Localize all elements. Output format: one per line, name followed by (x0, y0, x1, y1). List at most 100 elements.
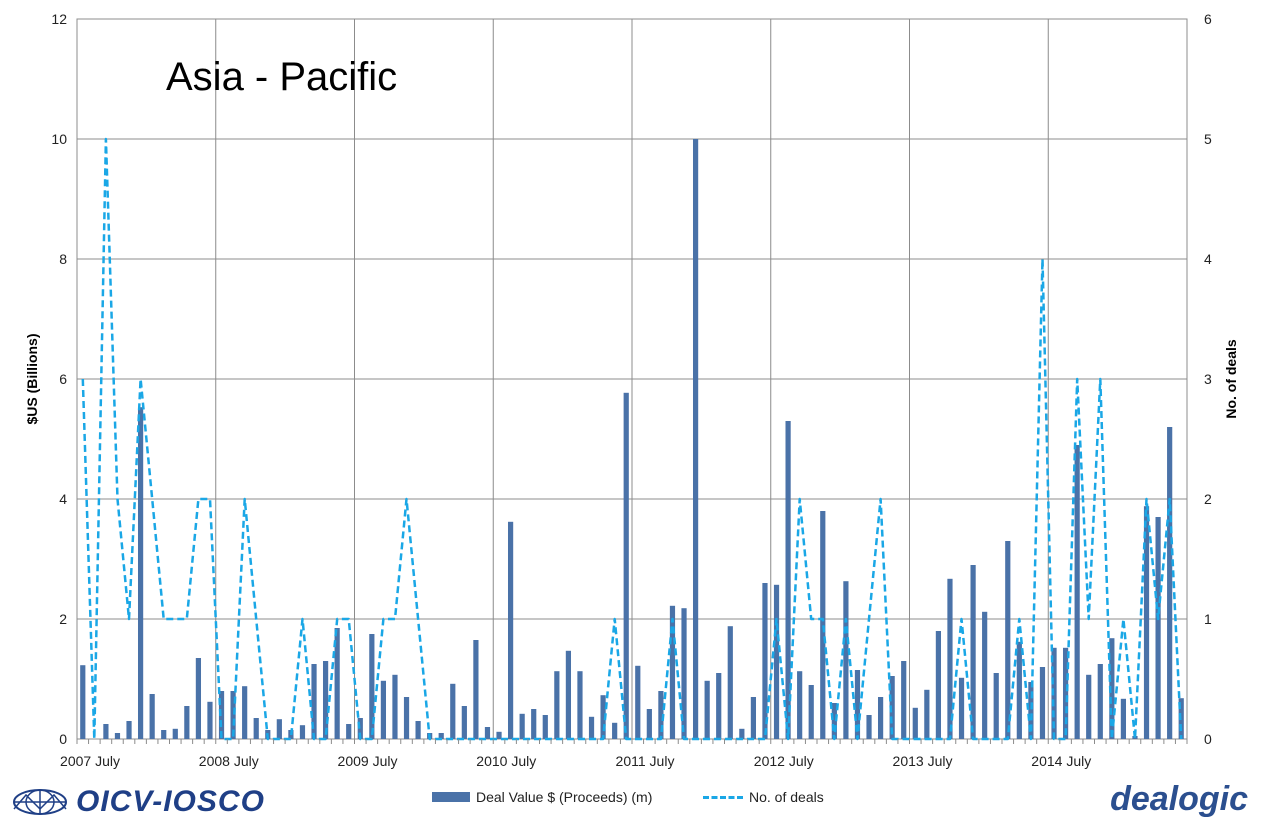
deal-value-bar (1005, 541, 1011, 739)
y-right-tick-label: 3 (1204, 371, 1212, 387)
deal-value-bar (126, 721, 132, 739)
deal-count-line (81, 137, 1183, 741)
deal-value-bar (877, 697, 884, 739)
y-right-tick-label: 6 (1204, 11, 1212, 27)
deal-value-bar (750, 697, 757, 739)
deal-value-bar (1120, 698, 1127, 739)
deal-value-bar (588, 716, 595, 739)
deal-value-bar (531, 709, 537, 739)
y-right-tick-label: 4 (1204, 251, 1212, 267)
deal-value-bar (785, 421, 791, 739)
deal-value-bar (692, 139, 699, 739)
deal-value-bar (797, 671, 803, 739)
deal-value-bar (1039, 667, 1046, 739)
deal-value-bar (1062, 647, 1069, 739)
deal-value-bar (554, 671, 560, 739)
deal-value-bar (716, 673, 722, 739)
deal-value-bar (843, 581, 849, 739)
legend-item-deal-value: Deal Value $ (Proceeds) (m) (432, 789, 652, 805)
x-tick-label: 2010 July (476, 753, 536, 769)
deal-value-bar (866, 715, 872, 739)
x-tick-label: 2008 July (199, 753, 259, 769)
deal-value-bar (380, 680, 387, 739)
deal-value-bar (658, 691, 664, 739)
deal-value-bar (727, 626, 733, 739)
x-tick-label: 2013 July (893, 753, 953, 769)
deal-value-bar (646, 709, 652, 739)
deal-value-bar (195, 658, 202, 739)
deal-value-bar (161, 730, 167, 739)
deal-value-bar (149, 694, 155, 739)
y-right-tick-label: 1 (1204, 611, 1212, 627)
deal-value-bar (1016, 641, 1022, 739)
x-tick-label: 2009 July (338, 753, 398, 769)
deal-value-bar (935, 631, 942, 739)
x-tick-label: 2007 July (60, 753, 120, 769)
deal-value-bar (912, 707, 918, 739)
deal-value-bar (450, 683, 456, 739)
oicv-iosco-logo: OICV-IOSCO (10, 782, 265, 822)
deal-value-bar (80, 665, 86, 739)
oicv-iosco-logo-text: OICV-IOSCO (76, 785, 265, 818)
deal-value-bar (311, 664, 317, 739)
deal-value-bar (103, 724, 109, 739)
deal-value-bar (1155, 517, 1161, 739)
deal-value-bar (1143, 506, 1150, 739)
deal-value-bar (172, 728, 178, 739)
deal-value-bar (831, 703, 837, 739)
y-left-tick-label: 2 (59, 611, 67, 627)
deal-value-bar (1074, 445, 1080, 739)
y-right-tick-label: 0 (1204, 731, 1212, 747)
deal-value-bar (901, 661, 907, 739)
deal-value-bar (507, 521, 514, 739)
chart-title: Asia - Pacific (166, 55, 397, 99)
y-left-tick-label: 10 (51, 131, 67, 147)
deal-value-bar (276, 719, 282, 739)
y-left-tick-label: 6 (59, 371, 67, 387)
x-tick-label: 2012 July (754, 753, 814, 769)
deal-value-bar (184, 706, 190, 739)
deal-value-bar (473, 640, 479, 739)
y-right-tick-label: 5 (1204, 131, 1212, 147)
deal-value-bar (1028, 682, 1034, 739)
y-axis-right-label: No. of deals (1223, 339, 1239, 419)
dealogic-logo: dealogic (1110, 780, 1248, 818)
deal-value-bar (415, 721, 421, 739)
deal-value-bar (773, 584, 780, 739)
deal-value-bar (1109, 638, 1115, 739)
legend-line-swatch (703, 795, 743, 799)
deal-value-bar (982, 611, 988, 739)
deal-value-bar (242, 686, 248, 739)
deal-value-bar (369, 634, 375, 739)
deal-value-bar (681, 608, 687, 739)
y-left-tick-label: 0 (59, 731, 67, 747)
deal-value-bar (612, 722, 618, 739)
deal-value-bar (253, 718, 259, 739)
deal-value-bar (137, 407, 144, 739)
bar-series (80, 139, 1184, 739)
y-left-tick-label: 4 (59, 491, 67, 507)
line-series (81, 137, 1183, 741)
deal-value-bar (496, 731, 502, 739)
legend-label: Deal Value $ (Proceeds) (m) (476, 789, 653, 805)
globe-icon (13, 789, 67, 815)
deal-value-bar (299, 725, 306, 739)
deal-value-bar (993, 673, 999, 739)
x-tick-label: 2011 July (616, 753, 675, 769)
deal-value-bar (207, 701, 213, 739)
deal-value-bar (820, 511, 826, 739)
deal-value-bar (958, 677, 965, 739)
y-left-tick-label: 12 (51, 11, 67, 27)
deal-value-bar (600, 695, 606, 739)
deal-value-bar (1167, 427, 1173, 739)
deal-value-bar (114, 733, 121, 739)
deal-value-bar (623, 392, 629, 739)
deal-value-bar (762, 583, 768, 739)
deal-value-bar (519, 713, 525, 739)
deal-value-bar (947, 578, 953, 739)
deal-value-bar (739, 728, 745, 739)
deal-value-bar (970, 565, 976, 739)
deal-value-bar (889, 676, 895, 739)
deal-value-bar (230, 691, 236, 739)
deal-value-bar (854, 670, 861, 739)
